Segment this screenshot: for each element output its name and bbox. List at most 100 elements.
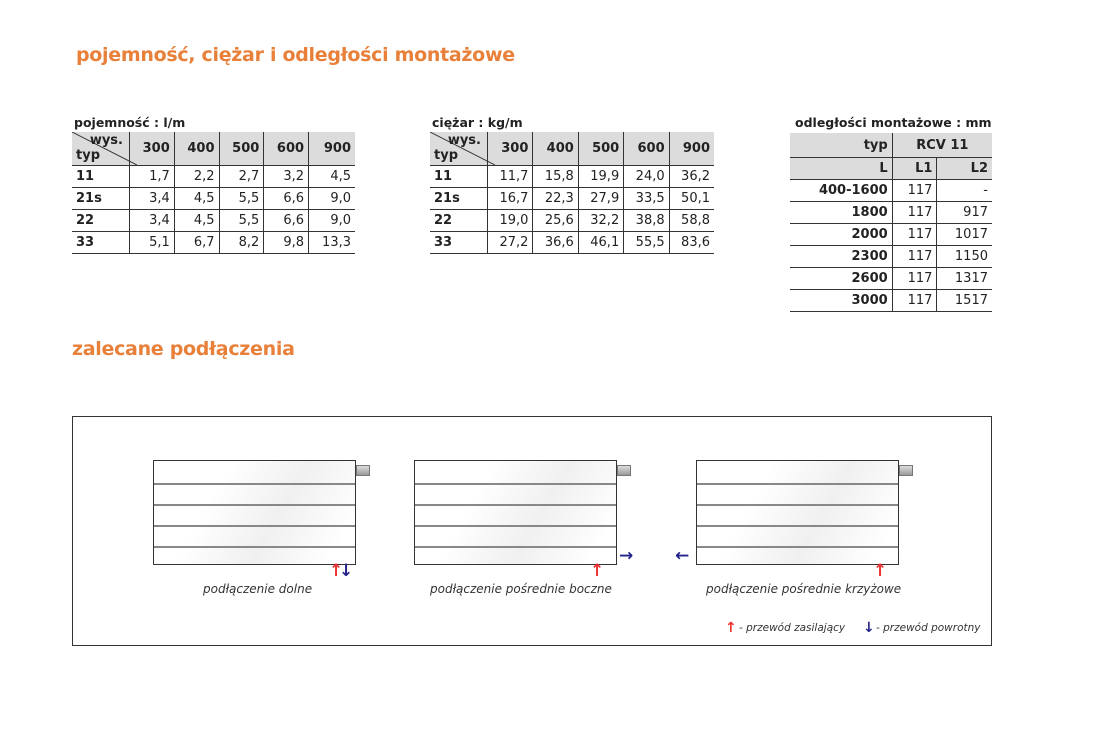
corner-cell: wys. typ — [430, 132, 495, 166]
value-cell: 27,2 — [486, 231, 533, 254]
height-header: 300 — [129, 132, 175, 166]
height-header: 600 — [263, 132, 309, 166]
value-cell: 9,0 — [308, 187, 355, 210]
value-cell: 8,2 — [218, 231, 264, 254]
value-cell: 4,5 — [173, 187, 220, 210]
capacity-table: wys. typ 300 400 500 600 900 11 1,7 2,2 2,7 3,2 4,5 2… — [72, 132, 355, 254]
height-header: 500 — [218, 132, 264, 166]
value-cell: 15,8 — [532, 165, 579, 188]
value-cell: 50,1 — [668, 187, 714, 210]
value-cell: 117 — [891, 223, 937, 246]
value-cell: 27,9 — [577, 187, 624, 210]
valve-icon — [617, 465, 631, 476]
table-row: 400-1600 117- — [790, 179, 992, 202]
supply-legend-arrow-icon: ↑ — [725, 620, 737, 636]
value-cell: 11,7 — [486, 165, 533, 188]
distances-caption: odległości montażowe : mm — [795, 115, 992, 130]
table-row: 11 1,7 2,2 2,7 3,2 4,5 — [72, 165, 355, 188]
height-header: 600 — [623, 132, 670, 166]
length-cell: 3000 — [790, 289, 893, 312]
table-row: 2000 117 1017 — [790, 223, 992, 246]
value-cell: - — [936, 179, 992, 202]
value-cell: 3,2 — [263, 165, 309, 188]
value-cell: 1517 — [936, 289, 992, 312]
return-arrow-icon: ↓ — [339, 561, 354, 581]
connection-label: podłączenie dolne — [203, 582, 313, 596]
value-cell: 4,5 — [308, 165, 355, 188]
value-cell: 117 — [891, 267, 937, 290]
type-cell: 21s — [430, 187, 488, 210]
value-cell: 1150 — [936, 245, 992, 268]
capacity-caption: pojemność : l/m — [74, 115, 186, 130]
table-row: 21s 16,7 22,3 27,9 33,5 50,1 — [430, 187, 714, 210]
value-cell: 117 — [891, 201, 937, 224]
corner-cell: wys. typ — [72, 132, 137, 166]
value-cell: 917 — [936, 201, 992, 224]
value-cell: 1,7 — [129, 165, 175, 188]
supply-arrow-icon: ↑ — [329, 561, 344, 581]
type-cell: 11 — [430, 165, 488, 188]
value-cell: 3,4 — [129, 187, 175, 210]
value-cell: 6,6 — [263, 187, 309, 210]
header-row: typ RCV 11 — [790, 133, 992, 158]
value-cell: 117 — [891, 245, 937, 268]
corner-height-label: wys. — [447, 133, 481, 148]
value-cell: 117 — [891, 289, 937, 312]
table-row: 11 11,7 15,8 19,9 24,0 36,2 — [430, 165, 714, 188]
value-cell: 25,6 — [532, 209, 579, 232]
return-arrow-icon: ← — [675, 546, 690, 566]
value-cell: 22,3 — [532, 187, 579, 210]
table-row: 1800 117 917 — [790, 201, 992, 224]
header-L: L — [790, 157, 893, 180]
height-header: 900 — [308, 132, 355, 166]
table-row: 2300 117 1150 — [790, 245, 992, 268]
height-header: 500 — [577, 132, 624, 166]
height-header: 900 — [668, 132, 714, 166]
legend-return: - przewód powrotny — [876, 622, 981, 634]
value-cell: 38,8 — [623, 209, 670, 232]
type-cell: 33 — [72, 231, 130, 254]
section-title-capacity: pojemność, ciężar i odległości montażowe — [76, 44, 515, 66]
value-cell: 6,7 — [173, 231, 220, 254]
radiator-illustration — [696, 460, 899, 565]
table-row: 22 3,4 4,5 5,5 6,6 9,0 — [72, 209, 355, 232]
value-cell: 6,6 — [263, 209, 309, 232]
value-cell: 1317 — [936, 267, 992, 290]
value-cell: 13,3 — [308, 231, 355, 254]
return-legend-arrow-icon: ↓ — [863, 620, 875, 636]
length-cell: 1800 — [790, 201, 893, 224]
table-row: 2600 117 1317 — [790, 267, 992, 290]
header-row: wys. typ 300 400 500 600 900 — [72, 132, 355, 166]
corner-type-label: typ — [76, 148, 100, 163]
return-arrow-icon: → — [619, 546, 634, 566]
header-row: L L1 L2 — [790, 157, 992, 180]
height-header: 300 — [486, 132, 533, 166]
value-cell: 24,0 — [623, 165, 670, 188]
length-cell: 2000 — [790, 223, 893, 246]
corner-height-label: wys. — [89, 133, 123, 148]
radiator-illustration — [153, 460, 356, 565]
value-cell: 5,5 — [218, 209, 264, 232]
table-row: 3000 117 1517 — [790, 289, 992, 312]
value-cell: 33,5 — [623, 187, 670, 210]
legend-supply: - przewód zasilający — [739, 622, 846, 634]
value-cell: 19,0 — [486, 209, 533, 232]
weight-table: wys. typ 300 400 500 600 900 11 11,7 15,8 19,9 24,0… — [430, 132, 714, 254]
type-cell: 21s — [72, 187, 130, 210]
radiator-illustration — [414, 460, 617, 565]
value-cell: 16,7 — [486, 187, 533, 210]
distances-table: typ RCV 11 L L1 L2 400-1600 117-1800 117 917 20… — [790, 133, 992, 312]
connections-diagram: podłączenie dolne podłączenie pośrednie b… — [72, 416, 992, 646]
table-row: 21s 3,4 4,5 5,5 6,6 9,0 — [72, 187, 355, 210]
value-cell: 19,9 — [577, 165, 624, 188]
header-model: RCV 11 — [891, 133, 992, 158]
table-row: 33 5,1 6,7 8,2 9,8 13,3 — [72, 231, 355, 254]
value-cell: 2,7 — [218, 165, 264, 188]
connection-label: podłączenie pośrednie boczne — [430, 582, 612, 596]
connection-label: podłączenie pośrednie krzyżowe — [706, 582, 902, 596]
table-row: 22 19,0 25,6 32,2 38,8 58,8 — [430, 209, 714, 232]
type-cell: 33 — [430, 231, 488, 254]
valve-icon — [899, 465, 913, 476]
header-row: wys. typ 300 400 500 600 900 — [430, 132, 714, 166]
